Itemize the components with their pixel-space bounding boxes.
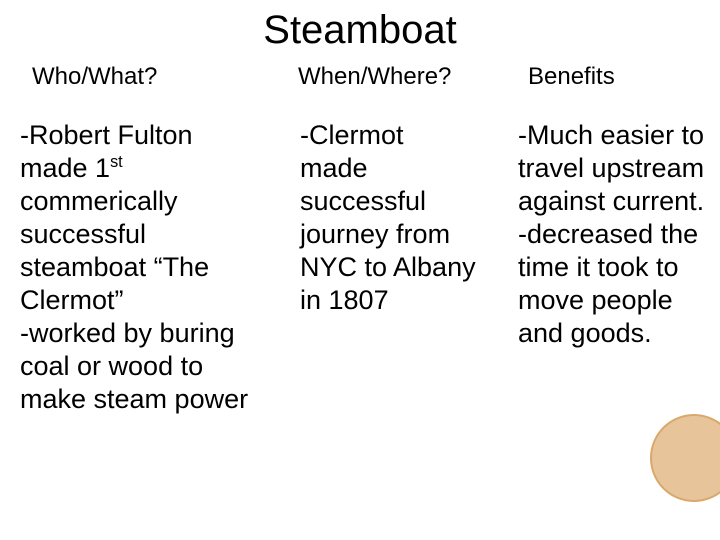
column-who-what: Who/What? -Robert Fulton made 1st commer… <box>20 63 270 415</box>
column-body-who-what: -Robert Fulton made 1st commerically suc… <box>20 119 270 415</box>
column-when-where: When/Where? -Clermot made successful jou… <box>270 63 500 415</box>
slide-title: Steamboat <box>0 0 720 63</box>
column-header-benefits: Benefits <box>500 63 710 91</box>
column-header-when-where: When/Where? <box>270 63 500 91</box>
accent-circle-icon <box>650 414 720 502</box>
column-body-when-where: -Clermot made successful journey from NY… <box>270 119 500 317</box>
content-columns: Who/What? -Robert Fulton made 1st commer… <box>0 63 720 415</box>
column-header-who-what: Who/What? <box>20 63 270 91</box>
column-body-benefits: -Much easier to travel upstream against … <box>500 119 710 350</box>
column-benefits: Benefits -Much easier to travel upstream… <box>500 63 710 415</box>
